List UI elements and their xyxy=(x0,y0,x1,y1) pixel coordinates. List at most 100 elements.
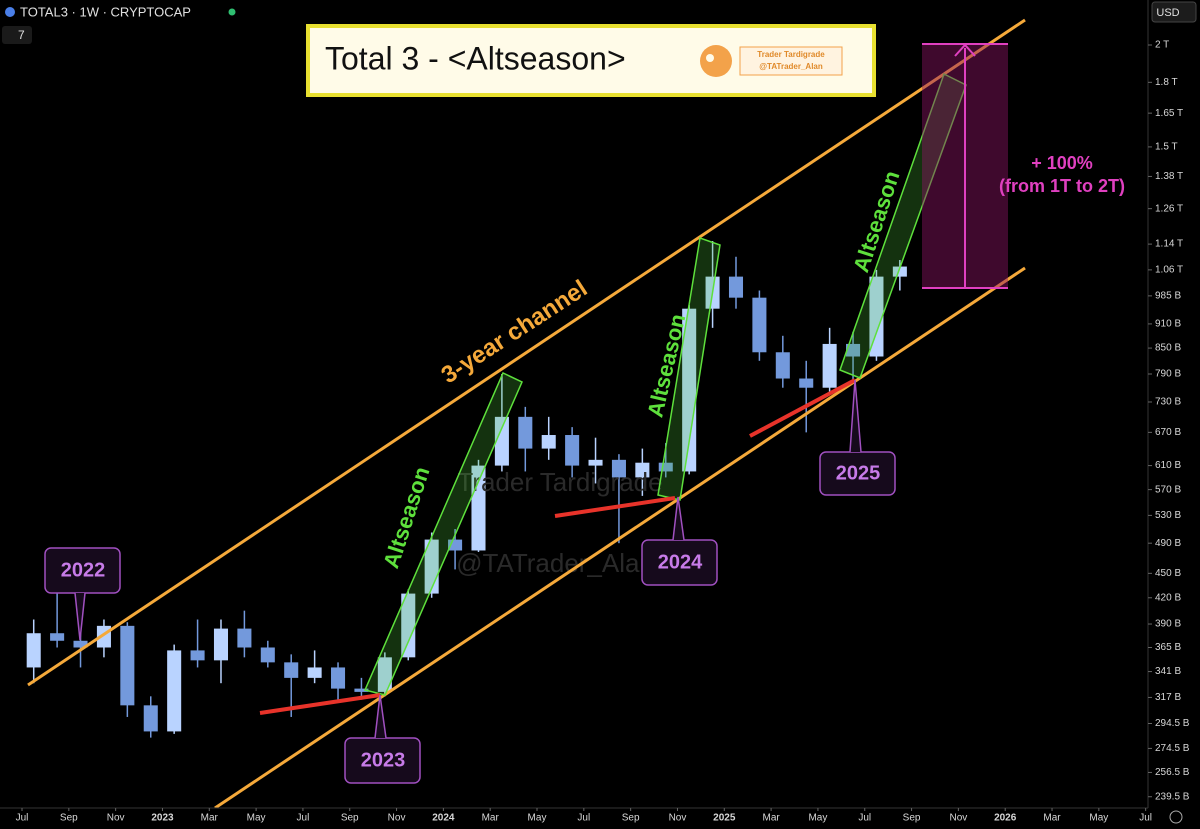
y-tick-label: 256.5 B xyxy=(1155,767,1190,778)
channel-upper xyxy=(27,18,1026,687)
candle-body xyxy=(448,539,463,551)
candle-body xyxy=(611,459,626,478)
candle-body xyxy=(73,640,88,648)
x-tick-label: May xyxy=(247,813,266,824)
candle-body xyxy=(588,459,603,466)
watermark-handle: @TATrader_Alan xyxy=(456,548,654,578)
y-tick-label: 239.5 B xyxy=(1155,791,1190,802)
y-tick-label: 670 B xyxy=(1155,427,1181,438)
symbol[interactable]: TOTAL3 · 1W · CRYPTOCAP xyxy=(20,4,191,19)
chart-title: Total 3 - <Altseason> xyxy=(325,40,626,76)
candle-body xyxy=(799,378,814,388)
candle-body xyxy=(377,657,392,692)
x-tick-label: Sep xyxy=(60,813,78,824)
x-tick-label: 2023 xyxy=(151,813,174,824)
x-tick-label: Mar xyxy=(1043,813,1061,824)
support-line xyxy=(554,496,676,518)
y-tick-label: 1.5 T xyxy=(1155,142,1178,153)
y-tick-label: 1.38 T xyxy=(1155,171,1183,182)
candle-body xyxy=(167,650,182,732)
currency-box[interactable] xyxy=(1151,1,1197,23)
x-tick-label: Jul xyxy=(16,813,29,824)
x-tick-label: Nov xyxy=(669,813,687,824)
x-tick-label: Jul xyxy=(1139,813,1152,824)
y-tick-label: 570 B xyxy=(1155,484,1181,495)
year-label: 2024 xyxy=(658,551,703,573)
candle-body xyxy=(190,650,205,661)
x-tick-label: Sep xyxy=(622,813,640,824)
channel-lower xyxy=(214,266,1026,810)
y-tick-label: 420 B xyxy=(1155,592,1181,603)
year-label: 2023 xyxy=(361,749,406,771)
x-tick-label: May xyxy=(528,813,547,824)
candle-body xyxy=(26,633,41,668)
y-tick-label: 790 B xyxy=(1155,369,1181,380)
target-arrowhead xyxy=(954,43,976,57)
candle-body xyxy=(354,688,369,692)
candle-body xyxy=(775,352,790,379)
x-tick-label: Sep xyxy=(341,813,359,824)
target-note: (from 1T to 2T) xyxy=(999,176,1125,196)
x-tick-label: Jul xyxy=(858,813,871,824)
candle-body xyxy=(635,462,650,478)
candle-body xyxy=(331,667,346,689)
y-tick-label: 274.5 B xyxy=(1155,743,1190,754)
y-tick-label: 490 B xyxy=(1155,538,1181,549)
currency: USD xyxy=(1156,7,1179,19)
settings-icon[interactable] xyxy=(1169,810,1183,824)
x-tick-label: May xyxy=(808,813,827,824)
candle-body xyxy=(682,308,697,472)
candle-body xyxy=(822,343,837,388)
year-callout: 2024 xyxy=(641,496,718,586)
candle-body xyxy=(541,435,556,449)
candle-body xyxy=(565,435,580,466)
y-tick-label: 1.14 T xyxy=(1155,239,1183,250)
year-label: 2022 xyxy=(61,559,106,581)
candle-body xyxy=(120,625,135,706)
x-tick-label: Mar xyxy=(762,813,780,824)
y-tick-label: 317 B xyxy=(1155,692,1181,703)
y-tick-label: 365 B xyxy=(1155,642,1181,653)
x-tick-label: Nov xyxy=(107,813,125,824)
x-axis-panel xyxy=(0,808,1200,829)
x-tick-label: Sep xyxy=(903,813,921,824)
x-tick-label: Mar xyxy=(201,813,219,824)
y-tick-label: 730 B xyxy=(1155,397,1181,408)
y-tick-label: 530 B xyxy=(1155,510,1181,521)
y-tick-label: 2 T xyxy=(1155,40,1169,51)
y-tick-label: 1.06 T xyxy=(1155,265,1183,276)
candle-body xyxy=(143,705,158,732)
support-line xyxy=(749,378,856,438)
y-tick-label: 450 B xyxy=(1155,568,1181,579)
x-tick-label: Jul xyxy=(297,813,310,824)
candle-body xyxy=(471,465,486,551)
candle-body xyxy=(284,662,299,678)
interval: 7 xyxy=(18,28,25,42)
y-tick-label: 341 B xyxy=(1155,666,1181,677)
candle-body xyxy=(307,667,322,678)
y-tick-label: 1.8 T xyxy=(1155,77,1178,88)
candle-body xyxy=(494,416,509,466)
x-tick-label: May xyxy=(1089,813,1108,824)
x-tick-label: 2024 xyxy=(432,813,455,824)
support-line xyxy=(259,693,381,715)
y-tick-label: 390 B xyxy=(1155,619,1181,630)
x-tick-label: Nov xyxy=(949,813,967,824)
symbol-icon xyxy=(5,7,15,17)
year-callout: 2022 xyxy=(44,547,121,641)
logo-name: Trader Tardigrade xyxy=(757,50,825,59)
candle-body xyxy=(869,276,884,357)
year-callout: 2023 xyxy=(344,694,421,784)
candle-body xyxy=(401,593,416,658)
candle-body xyxy=(50,633,65,641)
y-tick-label: 294.5 B xyxy=(1155,718,1190,729)
candle-body xyxy=(260,647,275,663)
candle-body xyxy=(658,462,673,472)
x-tick-label: Mar xyxy=(482,813,500,824)
interval-box[interactable] xyxy=(2,26,32,44)
y-tick-label: 985 B xyxy=(1155,291,1181,302)
y-tick-label: 1.65 T xyxy=(1155,108,1183,119)
x-tick-label: Nov xyxy=(388,813,406,824)
